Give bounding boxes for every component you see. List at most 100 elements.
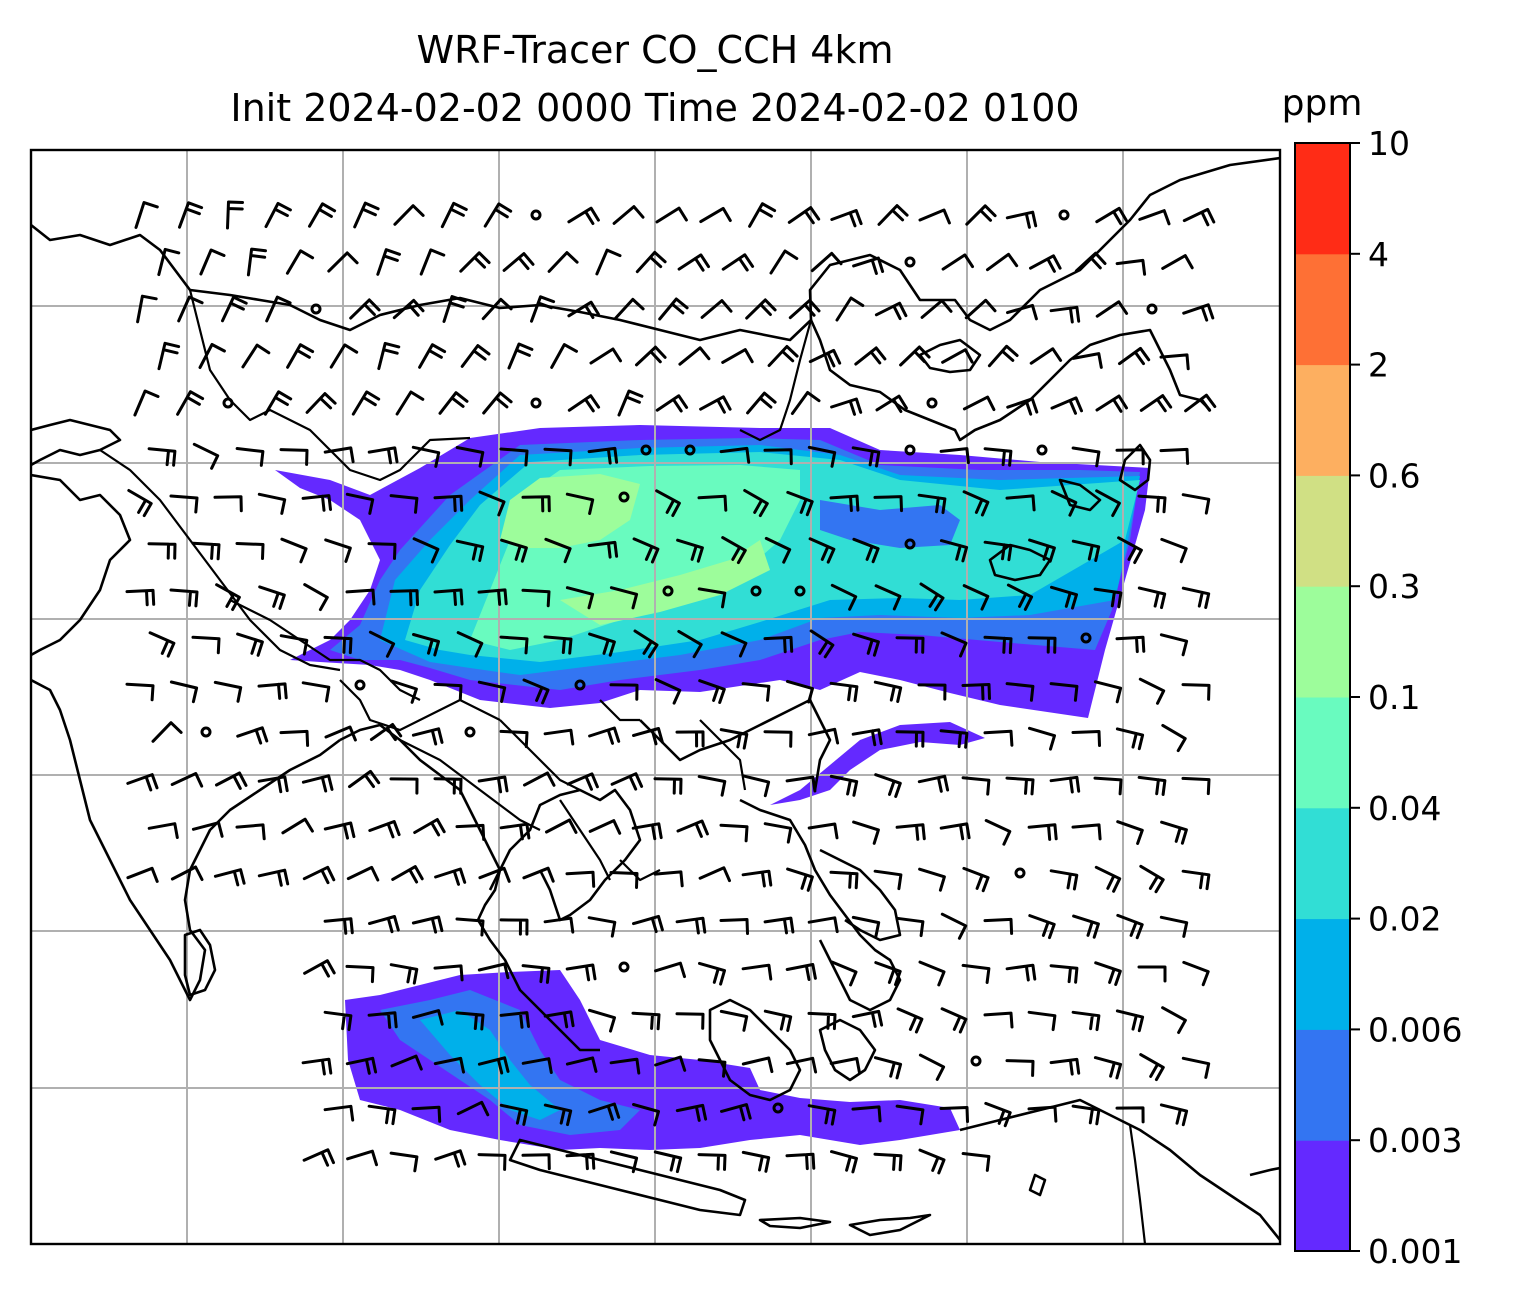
wind-barb [983,917,1014,935]
wind-barb [632,1103,660,1127]
wind-barb [588,726,621,745]
wind-barb [499,822,531,841]
wind-barb [1095,300,1129,318]
calm-wind-marker [354,679,366,691]
wind-barb [658,297,689,321]
wind-barb [741,869,773,888]
wind-barb [1159,1103,1189,1127]
wind-barb [653,870,684,888]
wind-barb [522,866,555,883]
wind-barb [874,773,902,798]
wind-barb [565,1056,598,1073]
wind-barb [875,394,908,413]
wind-barb [655,206,688,224]
wind-barb [147,822,179,839]
wind-barb [873,869,903,891]
wind-barb [588,1102,621,1121]
wind-barb [1071,446,1101,468]
wind-barb [983,729,1014,747]
wind-barb [456,631,484,658]
wind-barb [567,300,600,319]
wind-barb [940,912,968,940]
wind-barb [345,964,375,984]
wind-barb [635,250,667,274]
wind-barb [500,538,528,563]
wind-barb [257,492,287,515]
calm-wind-marker [200,726,212,738]
wind-barb [169,588,199,608]
wind-barb [829,1057,861,1074]
wind-barb [961,776,991,796]
calm-wind-marker [1146,303,1158,315]
wind-barb [543,1103,573,1127]
wind-barb [1049,964,1079,984]
wind-barb [697,494,728,512]
wind-barb [1159,915,1189,938]
wind-barb [809,629,835,659]
wind-barb [246,247,267,277]
wind-barb [324,538,352,563]
wind-barb [565,870,596,888]
wind-barb [874,961,902,987]
calm-wind-marker [926,397,938,409]
wind-barb [346,865,380,882]
wind-barb [610,772,644,791]
wind-barb [263,390,293,416]
wind-barb [830,960,858,987]
wind-barb [567,206,600,225]
wind-barb [1139,394,1173,413]
wind-barb [543,728,575,746]
wind-barb [1071,823,1102,841]
wind-barb [565,963,597,982]
colorbar-swatch [1295,143,1350,255]
wind-barb [595,248,622,276]
wind-barb [697,587,727,609]
wind-barb [631,822,663,841]
wind-barb [279,729,310,747]
wind-barb [191,635,221,655]
wind-barb [1005,494,1036,512]
wind-barb [587,916,617,938]
wind-barb [301,494,332,512]
colorbar-tick-label: 10 [1368,124,1410,163]
wind-barb [852,632,880,657]
wind-barb [609,1150,639,1174]
wind-barb [877,204,909,226]
wind-barb [481,297,513,321]
wind-barb [964,298,997,320]
wind-barb [763,635,794,654]
wind-barb [852,820,880,845]
wind-barb [1160,537,1188,564]
wind-barb [1138,677,1166,705]
wind-barb [1006,303,1038,321]
wind-barb [763,822,793,844]
wind-barb [1116,913,1144,940]
colorbar-tick-label: 2 [1368,346,1389,385]
wind-barb [323,1010,353,1032]
wind-barb [565,586,595,610]
wind-barb [1093,680,1123,704]
colorbar-swatch [1295,807,1350,920]
wind-barb [521,964,551,984]
wind-barb [351,390,381,416]
wind-barb [1071,730,1101,747]
wind-barb [1137,775,1167,796]
wind-barb [170,865,204,881]
wind-barb [678,346,711,366]
wind-barb [1005,963,1037,982]
wind-barb [478,866,511,883]
wind-barb [413,818,446,837]
wind-barb [390,1054,423,1071]
wind-barb [1118,346,1151,366]
wind-barb [1049,1057,1081,1076]
wind-barb [286,343,315,369]
wind-barb [434,1149,467,1168]
wind-barb [1182,303,1215,322]
wind-barb [136,294,158,324]
wind-barb [587,540,619,559]
wind-barb [323,635,353,655]
wind-barb [1049,682,1079,702]
wind-barb [521,495,551,513]
wind-barb [412,537,440,564]
wind-barb [1071,1010,1101,1032]
